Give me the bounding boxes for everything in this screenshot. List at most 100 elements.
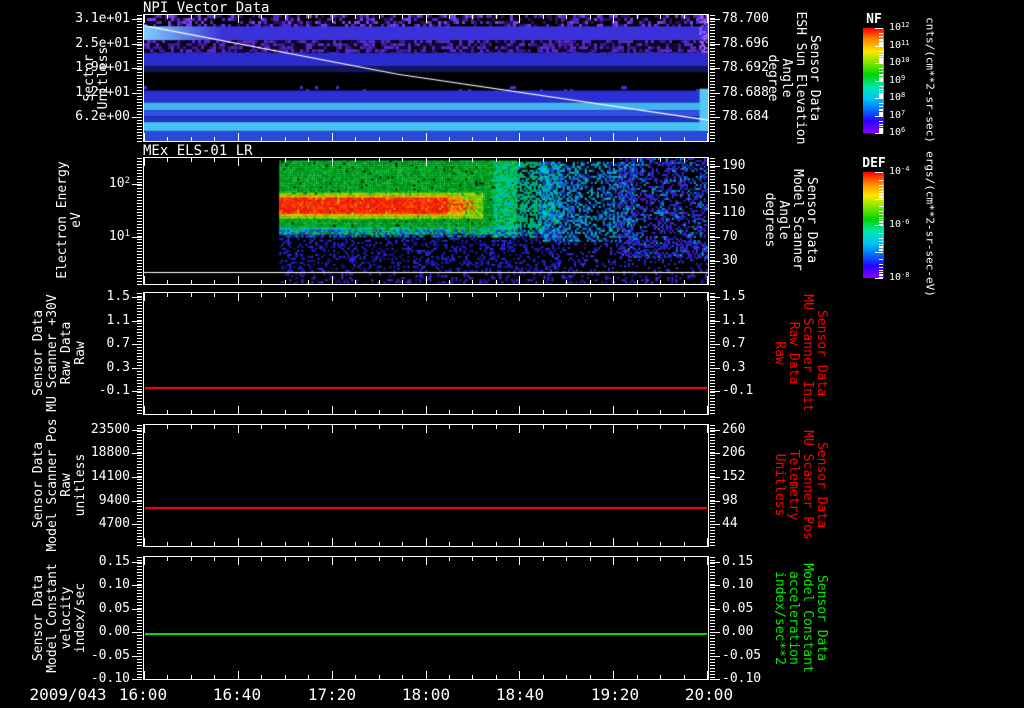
exponent: -8 [901,271,910,279]
exponent: 1 [124,229,130,239]
y-minor-tick [137,329,142,330]
y-minor-tick [137,536,142,537]
x-tick [472,137,473,141]
panel4-plot-frame [143,424,709,547]
y-minor-tick [710,206,715,207]
y-minor-tick [710,242,715,243]
y-minor-tick [137,662,142,663]
x-tick [238,557,239,565]
colorbar-tick-label: 107 [889,109,906,121]
y-major-tick [710,261,720,262]
y-tick-label: 44 [722,516,738,531]
x-tick [214,675,215,679]
colorbar-minor-tick [879,272,883,273]
y-minor-tick [137,533,142,534]
y-minor-tick [137,185,142,186]
colorbar-minor-tick [879,277,883,278]
colorbar-minor-tick [879,274,883,275]
y-major-tick [710,656,720,657]
y-minor-tick [137,36,142,37]
y-tick-label: 78.696 [722,36,769,51]
colorbar-major-tick [875,116,883,117]
x-tick [519,276,520,284]
y-minor-tick [710,605,715,606]
exponent: 8 [901,91,906,99]
x-tick [214,410,215,414]
y-tick-label: 101 [108,229,130,244]
y-minor-tick [710,542,715,543]
colorbar-minor-tick [879,44,883,45]
x-tick [355,280,356,284]
y-minor-tick [710,60,715,61]
x-tick [285,425,286,429]
y-minor-tick [710,293,715,294]
y-minor-tick [137,434,142,435]
x-tick [519,425,520,433]
y-minor-tick [137,60,142,61]
x-tick [426,557,427,565]
colorbar-minor-tick [879,121,883,122]
y-minor-tick [137,674,142,675]
y-major-tick [710,297,720,298]
colorbar-major-tick [875,98,883,99]
y-minor-tick [710,173,715,174]
x-axis-date: 2009/043 [29,685,107,704]
colorbar-minor-tick [879,224,883,225]
y-minor-tick [137,242,142,243]
y-minor-tick [137,296,142,297]
y-minor-tick [137,590,142,591]
y-minor-tick [137,449,142,450]
x-tick [637,542,638,546]
colorbar-minor-tick [879,267,883,268]
y-minor-tick [710,176,715,177]
y-minor-tick [710,167,715,168]
colorbar-minor-tick [879,40,883,41]
colorbar-minor-tick [879,221,883,222]
y-minor-tick [710,81,715,82]
x-tick [402,293,403,297]
x-tick [613,293,614,301]
colorbar-minor-tick [879,58,883,59]
y-minor-tick [710,467,715,468]
x-tick [285,293,286,297]
y-minor-tick [137,410,142,411]
colorbar-minor-tick [879,74,883,75]
y-minor-tick [137,326,142,327]
y-minor-tick [137,509,142,510]
y-minor-tick [137,494,142,495]
colorbar-minor-tick [879,77,883,78]
y-major-tick [710,213,720,214]
y-minor-tick [137,587,142,588]
y-minor-tick [710,611,715,612]
y-minor-tick [137,431,142,432]
y-minor-tick [137,560,142,561]
y-minor-tick [710,530,715,531]
x-tick [496,280,497,284]
y-minor-tick [710,54,715,55]
y-minor-tick [710,578,715,579]
y-major-tick [132,477,142,478]
x-tick [496,137,497,141]
y-minor-tick [710,566,715,567]
x-tick [566,425,567,429]
x-tick [379,280,380,284]
y-minor-tick [137,173,142,174]
y-minor-tick [137,212,142,213]
y-tick-label: 0.15 [98,554,130,569]
y-minor-tick [710,362,715,363]
y-minor-tick [710,212,715,213]
x-tick [566,15,567,19]
x-tick [332,557,333,565]
y-minor-tick [137,203,142,204]
x-tick [590,280,591,284]
y-minor-tick [710,521,715,522]
y-minor-tick [137,485,142,486]
y-minor-tick [137,623,142,624]
y-minor-tick [710,347,715,348]
x-tick [144,406,145,414]
x-tick [449,158,450,162]
x-tick [379,15,380,19]
x-tick [332,671,333,679]
y-tick-label: 0.7 [106,336,130,351]
y-minor-tick [137,96,142,97]
